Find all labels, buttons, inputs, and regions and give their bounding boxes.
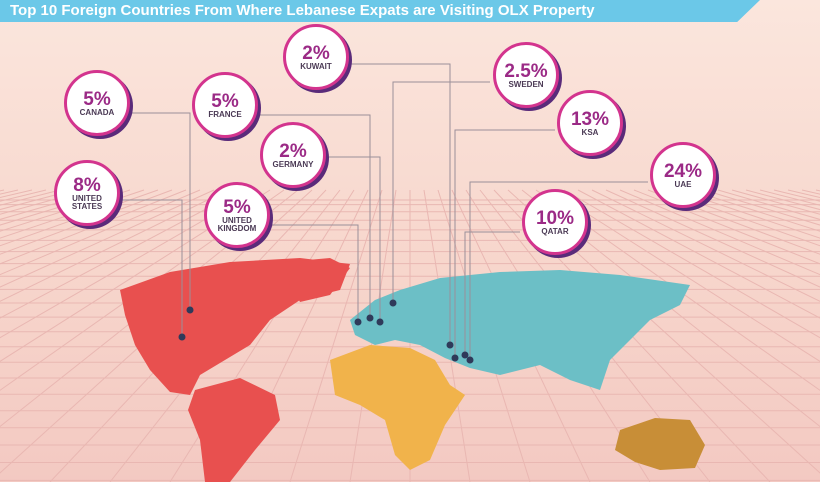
country-name: KUWAIT bbox=[300, 61, 332, 71]
australia bbox=[615, 418, 705, 470]
grid-line bbox=[563, 189, 820, 339]
leader-line bbox=[130, 112, 191, 310]
europe-asia bbox=[350, 270, 690, 390]
percent-label: 5% bbox=[223, 196, 251, 218]
location-dot bbox=[461, 351, 469, 359]
country-bubble: 2.5% SWEDEN bbox=[493, 42, 559, 108]
country-bubble: 5% FRANCE bbox=[192, 72, 258, 138]
country-name: FRANCE bbox=[208, 109, 242, 119]
country-bubble: 2% GERMANY bbox=[260, 122, 326, 188]
location-dot bbox=[354, 318, 362, 326]
country-name: SWEDEN bbox=[508, 79, 544, 89]
location-dot bbox=[451, 354, 459, 362]
country-name: UNITED KINGDOM bbox=[217, 215, 257, 233]
grid-line bbox=[289, 189, 383, 482]
grid-line bbox=[0, 189, 187, 265]
grid-line bbox=[0, 189, 173, 255]
leader-line bbox=[464, 231, 520, 355]
north-america bbox=[120, 258, 350, 395]
percent-label: 5% bbox=[211, 90, 239, 112]
country-name: CANADA bbox=[79, 107, 115, 117]
south-america bbox=[188, 378, 280, 482]
grid-line bbox=[689, 189, 820, 232]
grid-line bbox=[591, 189, 820, 302]
grid-line bbox=[619, 189, 820, 276]
grid-line bbox=[661, 189, 820, 247]
location-dot bbox=[376, 318, 384, 326]
grid-line bbox=[787, 189, 820, 199]
grid-line bbox=[0, 189, 61, 206]
country-bubble: 13% KSA bbox=[557, 90, 623, 156]
grid-line bbox=[0, 189, 145, 239]
grid-line bbox=[0, 189, 131, 232]
country-bubble: 24% UAE bbox=[650, 142, 716, 208]
title-banner bbox=[0, 0, 760, 22]
grid-line bbox=[0, 189, 75, 211]
country-name: UAE bbox=[674, 179, 692, 189]
percent-label: 2.5% bbox=[504, 60, 548, 82]
percent-label: 2% bbox=[302, 42, 330, 64]
grid-line bbox=[703, 189, 820, 226]
location-dot bbox=[178, 333, 186, 341]
leader-line bbox=[454, 129, 555, 358]
country-name: UNITED STATES bbox=[71, 193, 103, 211]
africa bbox=[330, 345, 465, 470]
country-name: KSA bbox=[581, 127, 599, 137]
location-dot bbox=[366, 314, 374, 322]
grid-line bbox=[0, 189, 229, 302]
leader-line bbox=[469, 181, 648, 360]
grid-line bbox=[0, 189, 159, 247]
percent-label: 5% bbox=[83, 88, 111, 110]
grid-line bbox=[0, 189, 201, 276]
location-dot bbox=[446, 341, 454, 349]
leader-line bbox=[392, 81, 490, 303]
percent-label: 24% bbox=[663, 160, 703, 182]
grid-line bbox=[717, 189, 820, 220]
leader-line bbox=[350, 63, 451, 345]
country-name: QATAR bbox=[541, 226, 569, 236]
grid-line bbox=[0, 189, 33, 199]
location-dot bbox=[186, 306, 194, 314]
leader-lines bbox=[120, 63, 648, 360]
grid-line bbox=[535, 189, 820, 391]
country-bubble: 5% CANADA bbox=[64, 70, 130, 136]
percent-label: 13% bbox=[570, 108, 610, 130]
grid-line bbox=[0, 189, 103, 220]
grid-line bbox=[759, 189, 820, 206]
country-name: GERMANY bbox=[272, 159, 314, 169]
grid-line bbox=[647, 189, 820, 255]
country-bubble: 8% UNITED STATES bbox=[54, 160, 120, 226]
grid-line bbox=[633, 189, 820, 265]
leader-line bbox=[270, 224, 359, 322]
location-dot bbox=[466, 356, 474, 364]
country-bubble: 10% QATAR bbox=[522, 189, 588, 255]
grid-line bbox=[0, 189, 243, 319]
grid-line bbox=[0, 189, 257, 339]
grid-line bbox=[0, 189, 271, 362]
country-bubble: 5% UNITED KINGDOM bbox=[204, 182, 270, 248]
leader-line bbox=[325, 156, 381, 322]
percent-label: 8% bbox=[73, 174, 101, 196]
grid-line bbox=[577, 189, 820, 319]
grid-line bbox=[549, 189, 820, 362]
grid-line bbox=[605, 189, 820, 288]
title: Top 10 Foreign Countries From Where Leba… bbox=[10, 2, 595, 19]
leader-line bbox=[120, 199, 183, 337]
greenland bbox=[285, 258, 350, 302]
country-bubble: 2% KUWAIT bbox=[283, 24, 349, 90]
grid-line bbox=[745, 189, 820, 211]
percent-label: 10% bbox=[535, 207, 575, 229]
percent-label: 2% bbox=[279, 140, 307, 162]
location-dot bbox=[389, 299, 397, 307]
continents bbox=[120, 258, 705, 482]
grid-line bbox=[0, 189, 117, 226]
leader-line bbox=[258, 114, 371, 318]
grid-line bbox=[0, 189, 215, 288]
